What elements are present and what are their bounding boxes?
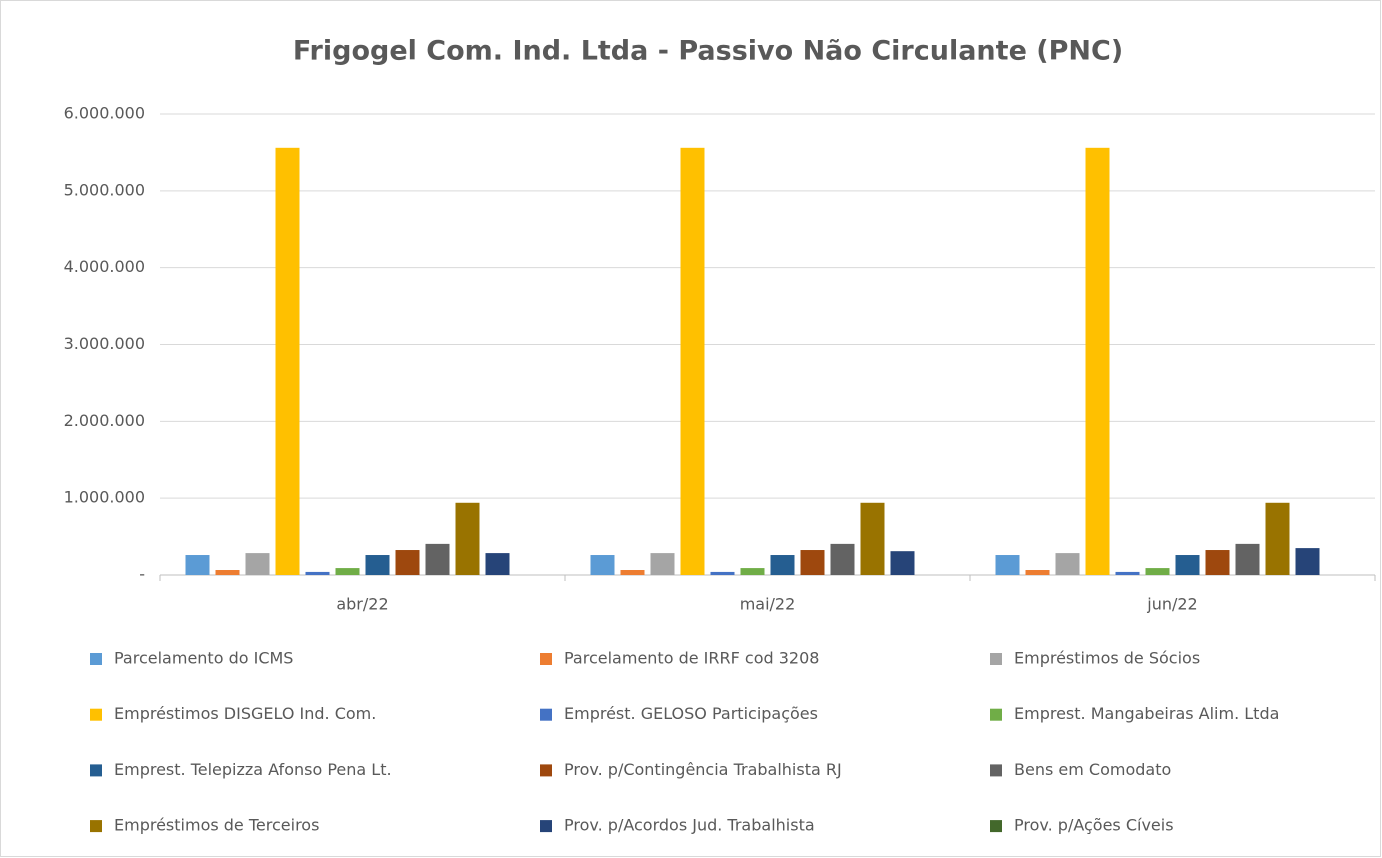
y-tick-label: - — [139, 565, 145, 584]
bar — [1025, 570, 1050, 575]
bar — [650, 553, 675, 575]
bar — [275, 147, 300, 575]
bar — [1265, 502, 1290, 575]
legend-label: Prov. p/Contingência Trabalhista RJ — [564, 760, 842, 779]
legend-swatch — [990, 820, 1002, 833]
bar — [1145, 568, 1170, 575]
bar — [1295, 548, 1320, 575]
bar — [455, 502, 480, 575]
legend-swatch — [990, 708, 1002, 721]
bar — [680, 147, 705, 575]
legend-swatch — [990, 764, 1002, 777]
bar — [860, 502, 885, 575]
bar — [800, 550, 825, 575]
legend-label: Empréstimos de Sócios — [1014, 649, 1200, 668]
bar — [1085, 147, 1110, 575]
x-tick-label: jun/22 — [1146, 595, 1197, 614]
legend-label: Bens em Comodato — [1014, 760, 1171, 779]
bar — [890, 551, 915, 575]
bar — [215, 570, 240, 575]
legend-label: Emprést. GELOSO Participações — [564, 704, 818, 723]
bar — [1205, 550, 1230, 575]
bar — [710, 571, 735, 575]
y-tick-label: 5.000.000 — [64, 180, 145, 199]
bar — [830, 543, 855, 575]
bar — [740, 568, 765, 575]
bar — [590, 555, 615, 575]
bar — [485, 553, 510, 575]
bar — [770, 555, 795, 575]
legend-swatch — [90, 653, 102, 665]
chart-title: Frigogel Com. Ind. Ltda - Passivo Não Ci… — [293, 36, 1123, 67]
y-tick-label: 1.000.000 — [64, 488, 145, 507]
legend-label: Prov. p/Ações Cíveis — [1014, 816, 1174, 835]
legend-swatch — [90, 764, 102, 777]
bar — [1175, 555, 1200, 575]
bar — [395, 550, 420, 575]
bar — [1055, 553, 1080, 575]
x-tick-label: mai/22 — [740, 595, 796, 614]
bar — [1235, 543, 1260, 575]
y-tick-label: 3.000.000 — [64, 334, 145, 353]
legend-swatch — [90, 820, 102, 833]
legend-label: Emprest. Mangabeiras Alim. Ltda — [1014, 704, 1279, 723]
bar — [185, 555, 210, 575]
bar — [335, 568, 360, 575]
legend-swatch — [990, 653, 1002, 665]
bar — [995, 555, 1020, 575]
legend-label: Empréstimos de Terceiros — [114, 816, 319, 835]
legend-swatch — [540, 708, 552, 721]
legend-label: Parcelamento de IRRF cod 3208 — [564, 649, 819, 668]
bar — [245, 553, 270, 575]
bar — [425, 543, 450, 575]
legend-swatch — [540, 653, 552, 665]
legend-swatch — [90, 708, 102, 721]
bar — [1115, 571, 1140, 575]
x-tick-label: abr/22 — [336, 595, 388, 614]
legend-label: Prov. p/Acordos Jud. Trabalhista — [564, 816, 815, 835]
y-tick-label: 4.000.000 — [64, 257, 145, 276]
bar — [620, 570, 645, 575]
legend-label: Emprest. Telepizza Afonso Pena Lt. — [114, 760, 392, 779]
legend-label: Parcelamento do ICMS — [114, 649, 293, 668]
bar — [305, 571, 330, 575]
bar — [365, 555, 390, 575]
legend-swatch — [540, 764, 552, 777]
y-tick-label: 2.000.000 — [64, 411, 145, 430]
legend-swatch — [540, 820, 552, 833]
legend-label: Empréstimos DISGELO Ind. Com. — [114, 704, 376, 723]
y-tick-label: 6.000.000 — [64, 104, 145, 123]
